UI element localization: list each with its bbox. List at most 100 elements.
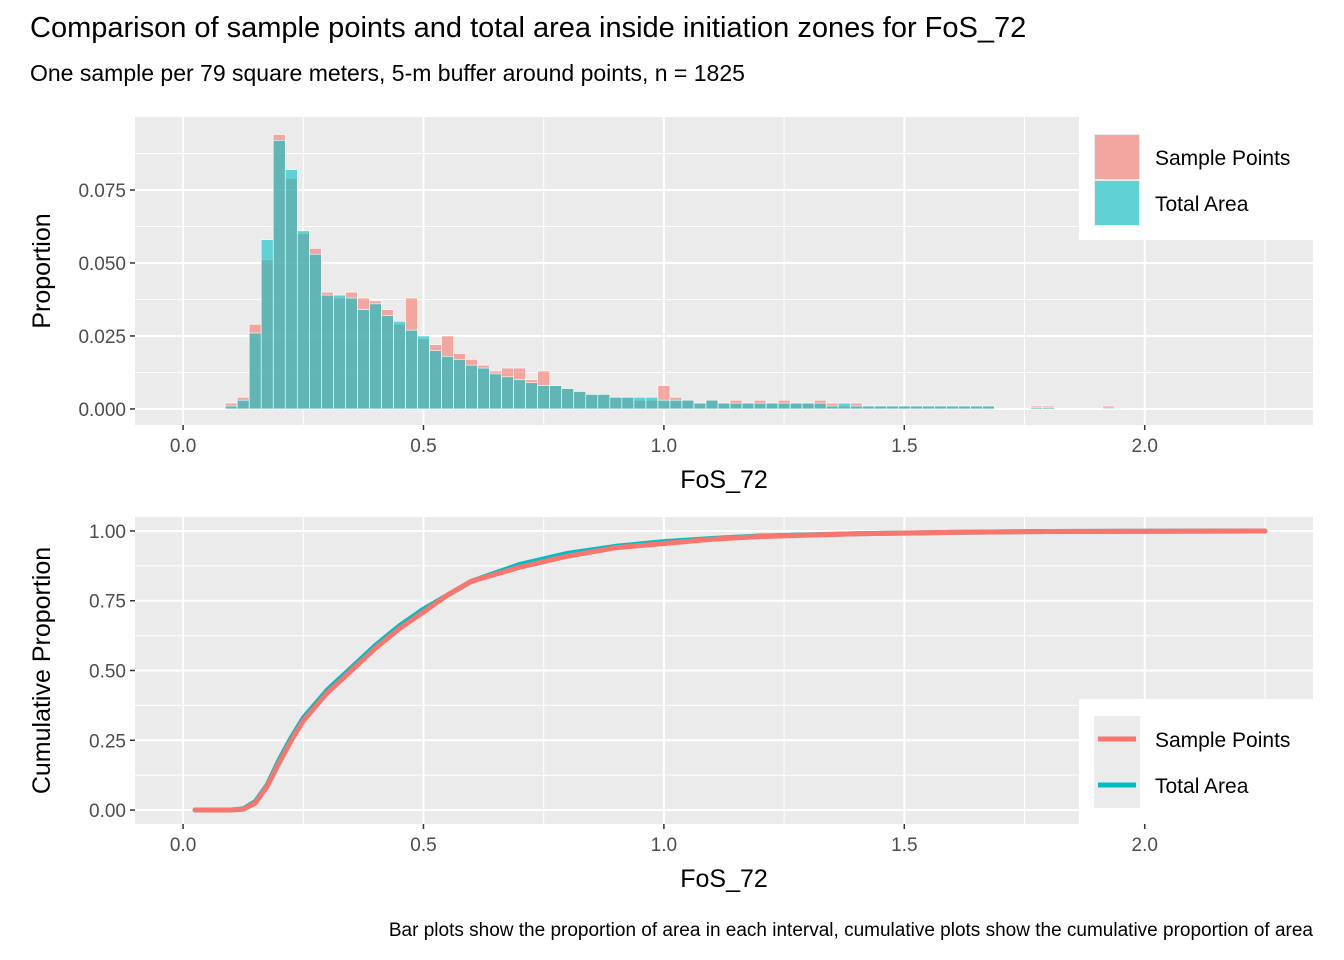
bar-total-area — [501, 376, 514, 410]
legend-key-total-area — [1095, 181, 1139, 225]
y-tick-label: 0.75 — [89, 592, 126, 613]
bar-total-area — [633, 396, 647, 410]
bar-total-area — [333, 294, 346, 410]
histogram-x-axis-title: FoS_72 — [680, 466, 768, 494]
x-tick-label: 0.5 — [410, 436, 436, 457]
x-tick-label: 1.5 — [891, 436, 917, 457]
cumulative-x-axis-title: FoS_72 — [680, 865, 768, 893]
bar-total-area — [260, 239, 274, 410]
x-tick-label: 0.0 — [170, 835, 196, 856]
y-tick-label: 0.025 — [78, 327, 126, 348]
x-tick-label: 2.0 — [1132, 835, 1158, 856]
bar-total-area — [621, 396, 635, 410]
bar-total-area — [573, 391, 587, 410]
y-tick-label: 0.00 — [89, 801, 126, 822]
bar-total-area — [693, 402, 707, 410]
bar-total-area — [236, 399, 250, 410]
bar-total-area — [465, 364, 478, 410]
bar-total-area — [597, 394, 611, 410]
bar-total-area — [885, 405, 899, 410]
bar-total-area — [405, 329, 418, 410]
bar-total-area — [585, 394, 599, 410]
cumulative-panel: 0.00 0.25 0.50 0.75 1.00 0.0 0.5 1.0 1.5 2.0 FoS… — [28, 517, 1313, 893]
bar-total-area — [537, 385, 551, 410]
bar-total-area — [849, 405, 863, 410]
bar-total-area — [801, 402, 815, 410]
bar-total-area — [910, 405, 923, 410]
bar-total-area — [296, 230, 310, 410]
cumulative-y-axis-title: Cumulative Proportion — [28, 547, 56, 794]
bar-total-area — [958, 405, 971, 410]
bar-total-area — [429, 350, 442, 410]
bar-total-area — [729, 402, 743, 410]
x-tick-label: 0.5 — [410, 835, 436, 856]
cumulative-y-axis: 0.00 0.25 0.50 0.75 1.00 — [89, 522, 135, 822]
bar-total-area — [417, 335, 430, 410]
bar-total-area — [837, 402, 851, 410]
bar-total-area — [681, 399, 695, 410]
legend-label-sample-points: Sample Points — [1155, 729, 1290, 752]
bar-total-area — [753, 402, 767, 410]
bar-total-area — [825, 405, 839, 410]
bar-total-area — [777, 402, 791, 410]
y-tick-label: 0.050 — [78, 254, 126, 275]
cumulative-legend: Sample Points Total Area — [1079, 699, 1313, 824]
bar-total-area — [705, 399, 719, 410]
bar-total-area — [369, 303, 382, 410]
bar-total-area — [609, 396, 623, 410]
bar-total-area — [224, 405, 238, 410]
bar-total-area — [922, 405, 935, 410]
legend-label-total-area: Total Area — [1155, 775, 1249, 798]
bar-total-area — [381, 315, 394, 410]
bar-total-area — [1042, 407, 1055, 410]
bar-total-area — [765, 402, 779, 410]
bar-total-area — [897, 405, 911, 410]
bar-total-area — [934, 405, 947, 410]
x-tick-label: 1.0 — [651, 835, 677, 856]
histogram-panel: 0.000 0.025 0.050 0.075 0.0 0.5 1.0 1.5 2.0 FoS… — [28, 117, 1313, 494]
bar-total-area — [1102, 407, 1115, 410]
line-sample-points — [192, 528, 1268, 813]
bar-total-area — [717, 402, 731, 410]
bar-total-area — [873, 405, 887, 410]
bar-total-area — [741, 402, 755, 410]
bar-total-area — [669, 399, 683, 410]
y-tick-label: 1.00 — [89, 522, 126, 543]
bar-total-area — [453, 359, 466, 410]
histogram-bars — [224, 134, 1115, 410]
bar-total-area — [308, 253, 322, 410]
bar-total-area — [861, 405, 875, 410]
bar-total-area — [525, 382, 538, 410]
histogram-y-axis: 0.000 0.025 0.050 0.075 — [78, 181, 135, 421]
bar-total-area — [513, 379, 526, 410]
bar-total-area — [248, 332, 262, 410]
bar-total-area — [345, 297, 358, 410]
bar-total-area — [321, 294, 334, 410]
histogram-x-axis: 0.0 0.5 1.0 1.5 2.0 — [170, 425, 1158, 457]
bar-total-area — [357, 309, 370, 410]
legend-label-total-area: Total Area — [1155, 193, 1249, 216]
x-tick-label: 1.0 — [651, 436, 677, 457]
bar-total-area — [477, 367, 490, 410]
bar-total-area — [489, 373, 502, 410]
histogram-y-axis-title: Proportion — [28, 213, 56, 328]
y-tick-label: 0.075 — [78, 181, 126, 202]
bar-total-area — [645, 396, 659, 410]
x-tick-label: 0.0 — [170, 436, 196, 457]
bar-total-area — [561, 388, 575, 410]
chart-caption: Bar plots show the proportion of area in… — [388, 920, 1313, 941]
bar-total-area — [813, 402, 827, 410]
cumulative-x-axis: 0.0 0.5 1.0 1.5 2.0 — [170, 824, 1158, 856]
chart-title: Comparison of sample points and total ar… — [30, 12, 1027, 44]
x-tick-label: 2.0 — [1132, 436, 1158, 457]
bar-total-area — [970, 405, 983, 410]
chart-subtitle: One sample per 79 square meters, 5-m buf… — [30, 60, 745, 86]
histogram-legend: Sample Points Total Area — [1079, 117, 1313, 240]
bar-total-area — [393, 321, 406, 410]
bar-total-area — [946, 405, 959, 410]
y-tick-label: 0.50 — [89, 662, 126, 683]
bar-total-area — [441, 356, 454, 410]
bar-total-area — [657, 399, 671, 410]
bar-total-area — [982, 405, 995, 410]
